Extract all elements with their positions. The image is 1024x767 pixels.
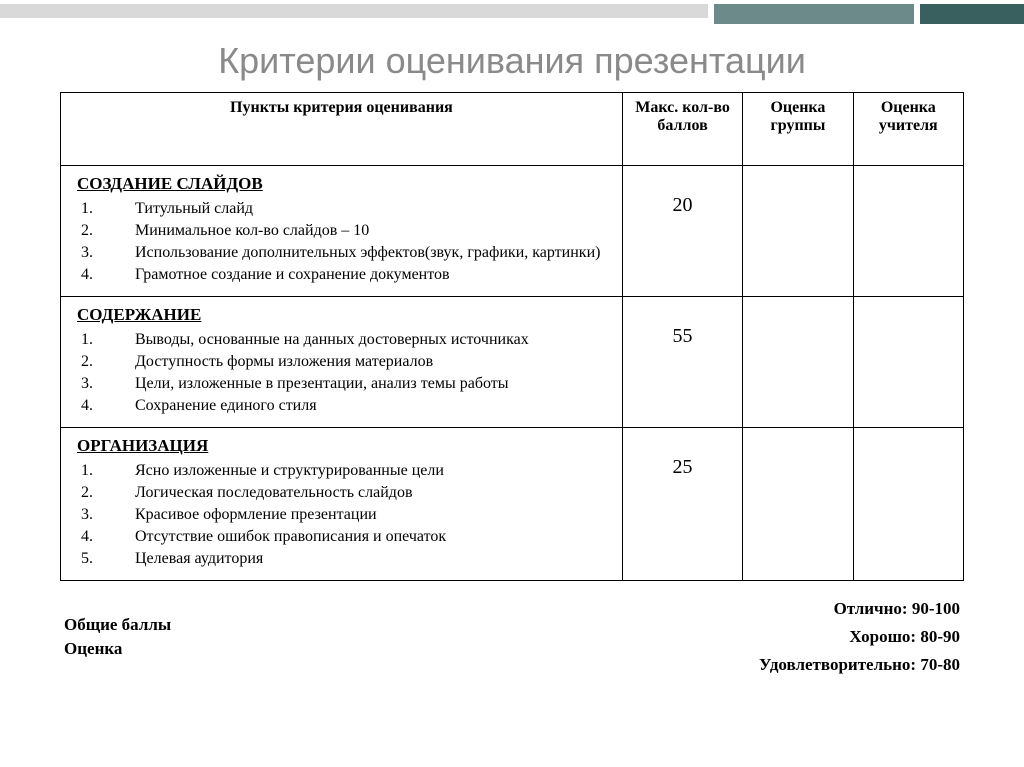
grade-good: Хорошо: 80-90 <box>759 627 960 647</box>
teacher-score-cell <box>853 297 963 428</box>
accent-bar <box>920 4 1024 24</box>
max-score-cell: 55 <box>622 297 742 428</box>
list-item: 4.Сохранение единого стиля <box>77 395 614 417</box>
list-item-number: 5. <box>77 550 135 568</box>
list-item-number: 2. <box>77 353 135 371</box>
table-row: ОРГАНИЗАЦИЯ 1.Ясно изложенные и структури… <box>61 428 964 581</box>
list-item: 1.Ясно изложенные и структурированные це… <box>77 460 614 482</box>
slide-body: Критерии оценивания презентации Пункты к… <box>0 0 1024 683</box>
list-item: 3.Красивое оформление презентации <box>77 504 614 526</box>
list-item-text: Красивое оформление презентации <box>135 506 377 524</box>
table-row: СОДЕРЖАНИЕ 1.Выводы, основанные на данных… <box>61 297 964 428</box>
list-item-number: 3. <box>77 375 135 393</box>
list-item-text: Ясно изложенные и структурированные цели <box>135 462 444 480</box>
accent-bar <box>714 4 914 24</box>
accent-bar <box>0 4 708 18</box>
criteria-list: 1.Выводы, основанные на данных достоверн… <box>77 329 614 417</box>
criteria-cell: СОЗДАНИЕ СЛАЙДОВ1.Титульный слайд2.Миним… <box>61 166 623 297</box>
table-header-row: Пункты критерия оценивания Макс. кол-во … <box>61 93 964 166</box>
section-heading: ОРГАНИЗАЦИЯ <box>77 436 614 456</box>
list-item-text: Выводы, основанные на данных достоверных… <box>135 331 529 349</box>
col-header-teacher: Оценка учителя <box>853 93 963 166</box>
list-item-number: 4. <box>77 528 135 546</box>
max-score-cell: 20 <box>622 166 742 297</box>
list-item: 1.Титульный слайд <box>77 198 614 220</box>
list-item: 3.Использование дополнительных эффектов(… <box>77 242 614 264</box>
list-item-text: Доступность формы изложения материалов <box>135 353 433 371</box>
list-item: 2.Доступность формы изложения материалов <box>77 351 614 373</box>
list-item-text: Сохранение единого стиля <box>135 397 317 415</box>
list-item-text: Отсутствие ошибок правописания и опечато… <box>135 528 446 546</box>
list-item: 3.Цели, изложенные в презентации, анализ… <box>77 373 614 395</box>
table-row: СОЗДАНИЕ СЛАЙДОВ1.Титульный слайд2.Миним… <box>61 166 964 297</box>
teacher-score-cell <box>853 166 963 297</box>
list-item: 4.Грамотное создание и сохранение докуме… <box>77 264 614 286</box>
list-item-number: 1. <box>77 331 135 349</box>
footer: Общие баллы Оценка Отлично: 90-100 Хорош… <box>60 599 964 683</box>
grade-satisfactory: Удовлетворительно: 70-80 <box>759 655 960 675</box>
list-item-text: Минимальное кол-во слайдов – 10 <box>135 222 369 240</box>
list-item-number: 1. <box>77 462 135 480</box>
criteria-cell: СОДЕРЖАНИЕ 1.Выводы, основанные на данных… <box>61 297 623 428</box>
section-heading: СОЗДАНИЕ СЛАЙДОВ <box>77 174 614 194</box>
list-item: 2.Логическая последовательность слайдов <box>77 482 614 504</box>
slide-title: Критерии оценивания презентации <box>60 40 964 82</box>
criteria-list: 1.Титульный слайд2.Минимальное кол-во сл… <box>77 198 614 286</box>
col-header-max: Макс. кол-во баллов <box>622 93 742 166</box>
rubric-table: Пункты критерия оценивания Макс. кол-во … <box>60 92 964 581</box>
list-item-number: 4. <box>77 266 135 284</box>
list-item: 1.Выводы, основанные на данных достоверн… <box>77 329 614 351</box>
list-item: 2.Минимальное кол-во слайдов – 10 <box>77 220 614 242</box>
group-score-cell <box>743 166 853 297</box>
list-item: 4.Отсутствие ошибок правописания и опеча… <box>77 526 614 548</box>
teacher-score-cell <box>853 428 963 581</box>
top-accent-strip <box>0 0 1024 28</box>
list-item-number: 2. <box>77 484 135 502</box>
list-item-number: 1. <box>77 200 135 218</box>
list-item-number: 3. <box>77 506 135 524</box>
col-header-group: Оценка группы <box>743 93 853 166</box>
list-item-text: Использование дополнительных эффектов(зв… <box>135 244 600 262</box>
criteria-cell: ОРГАНИЗАЦИЯ 1.Ясно изложенные и структури… <box>61 428 623 581</box>
list-item-text: Грамотное создание и сохранение документ… <box>135 266 450 284</box>
criteria-list: 1.Ясно изложенные и структурированные це… <box>77 460 614 570</box>
grade-excellent: Отлично: 90-100 <box>759 599 960 619</box>
max-score-cell: 25 <box>622 428 742 581</box>
section-heading: СОДЕРЖАНИЕ <box>77 305 614 325</box>
list-item-number: 3. <box>77 244 135 262</box>
list-item-text: Целевая аудитория <box>135 550 263 568</box>
list-item-number: 2. <box>77 222 135 240</box>
col-header-criteria: Пункты критерия оценивания <box>61 93 623 166</box>
footer-left: Общие баллы Оценка <box>64 599 171 683</box>
list-item-text: Титульный слайд <box>135 200 253 218</box>
list-item-number: 4. <box>77 397 135 415</box>
grade-label: Оценка <box>64 639 171 659</box>
group-score-cell <box>743 297 853 428</box>
list-item: 5.Целевая аудитория <box>77 548 614 570</box>
rubric-body: СОЗДАНИЕ СЛАЙДОВ1.Титульный слайд2.Миним… <box>61 166 964 581</box>
list-item-text: Логическая последовательность слайдов <box>135 484 413 502</box>
list-item-text: Цели, изложенные в презентации, анализ т… <box>135 375 508 393</box>
total-points-label: Общие баллы <box>64 615 171 635</box>
group-score-cell <box>743 428 853 581</box>
footer-right: Отлично: 90-100 Хорошо: 80-90 Удовлетвор… <box>759 599 960 683</box>
